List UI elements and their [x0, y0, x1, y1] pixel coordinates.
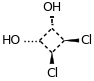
Text: OH: OH	[42, 1, 62, 14]
Text: Cl: Cl	[46, 67, 58, 80]
Polygon shape	[50, 53, 54, 64]
Text: Cl: Cl	[80, 34, 93, 47]
Text: HO: HO	[1, 34, 21, 47]
Polygon shape	[64, 39, 79, 42]
